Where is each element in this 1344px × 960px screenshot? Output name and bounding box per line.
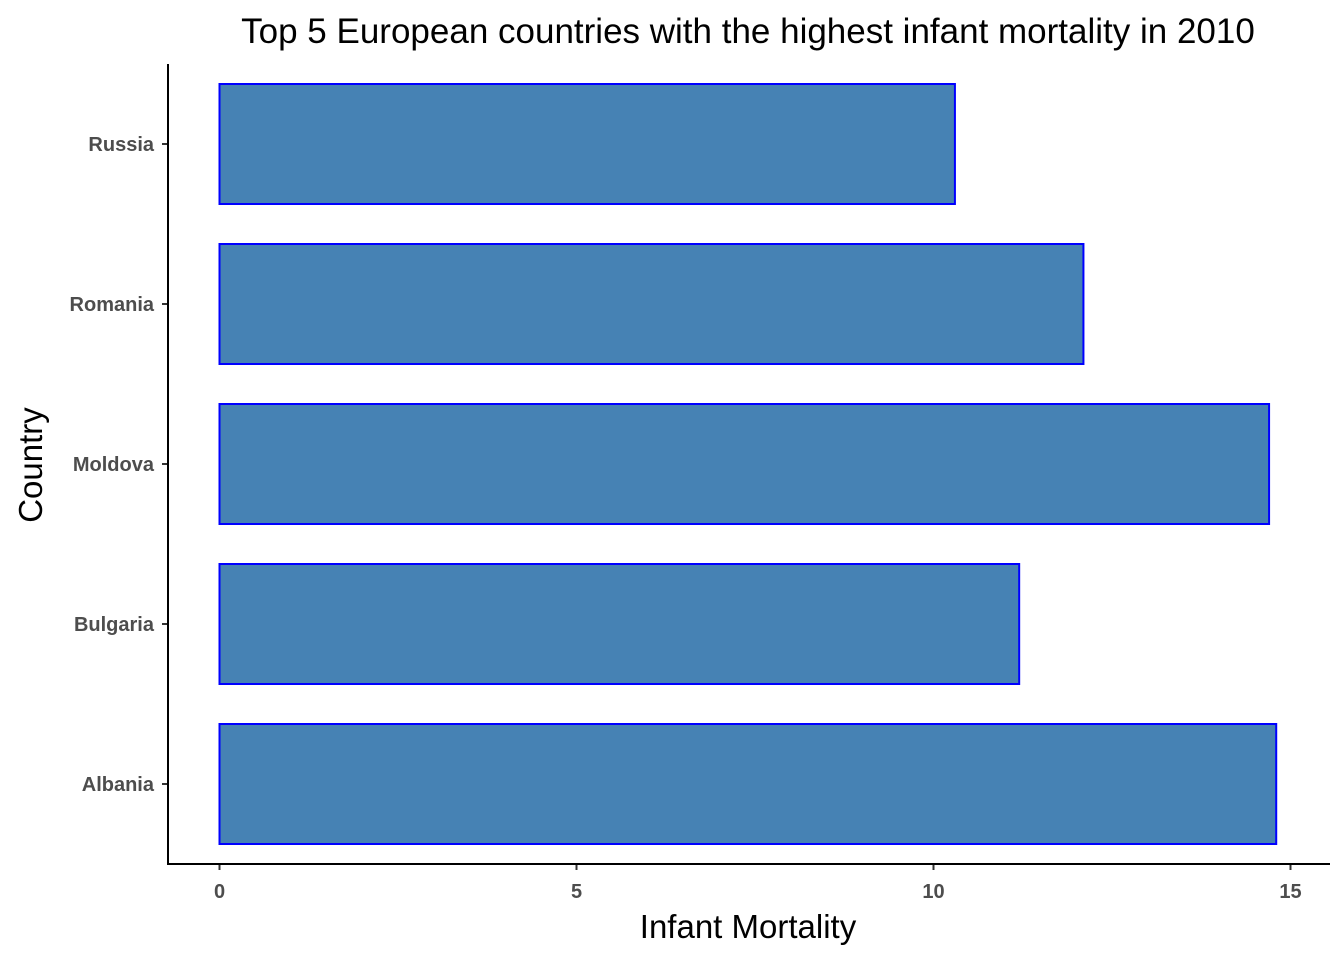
bars-group (218, 83, 1278, 845)
chart-title: Top 5 European countries with the highes… (241, 12, 1255, 51)
x-tick-label: 0 (214, 881, 225, 903)
y-tick-label: Russia (88, 134, 154, 156)
x-tick-label: 15 (1279, 881, 1301, 903)
x-tick-label: 5 (571, 881, 582, 903)
x-tick-label: 10 (922, 881, 944, 903)
bar-albania (218, 723, 1278, 845)
bar-russia (218, 83, 956, 205)
bar-romania (218, 243, 1085, 365)
bar-moldova (218, 403, 1271, 525)
y-tick-label: Bulgaria (74, 614, 155, 636)
y-tick-label: Albania (82, 774, 155, 796)
x-ticks-group: 0 5 10 15 (214, 864, 1302, 903)
y-axis-title: Country (12, 407, 49, 523)
x-axis-title: Infant Mortality (640, 908, 857, 945)
bar-bulgaria (218, 563, 1021, 685)
y-tick-label: Romania (70, 294, 155, 316)
y-ticks-group: Albania Bulgaria Moldova Romania Russia (70, 134, 168, 796)
y-tick-label: Moldova (73, 454, 155, 476)
